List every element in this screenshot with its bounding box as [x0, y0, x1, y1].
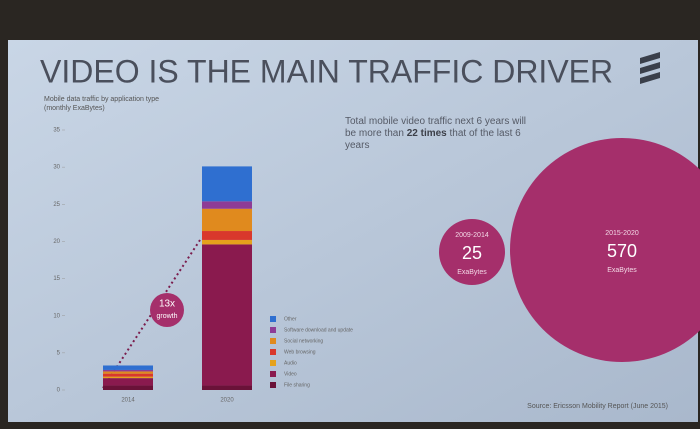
x-tick-label: 2020 [220, 398, 234, 404]
x-tick-label: 2014 [121, 398, 135, 404]
bubble [510, 138, 700, 362]
callout: Total mobile video traffic next 6 years … [345, 116, 535, 152]
legend-swatch [270, 327, 276, 333]
bar-segment [103, 365, 153, 370]
y-label: Mobile data traffic by application type [44, 96, 159, 103]
legend-label: Audio [284, 360, 297, 366]
legend-label: File sharing [284, 382, 310, 388]
legend-swatch [270, 371, 276, 377]
y-label: (monthly ExaBytes) [44, 105, 105, 112]
bubble-value: 25 [462, 243, 482, 263]
y-tick-label: 20 [53, 239, 60, 245]
legend-swatch [270, 316, 276, 322]
bar-segment [202, 231, 252, 240]
y-tick-label: 15 [53, 276, 60, 282]
legend-label: Social networking [284, 338, 323, 344]
bubble-period: 2009-2014 [455, 232, 489, 239]
bar-segment [103, 378, 153, 386]
source: Source: Ericsson Mobility Report (June 2… [527, 403, 668, 410]
bubble-unit: ExaBytes [457, 269, 487, 276]
bar-segment [103, 369, 153, 372]
legend-swatch [270, 360, 276, 366]
growth-label: growth [156, 313, 177, 320]
bar-segment [202, 385, 252, 390]
legend-label: Video [284, 371, 297, 377]
callout-text: Total mobile video traffic next 6 years … [345, 116, 527, 139]
bar-segment [202, 208, 252, 232]
bar-segment [202, 244, 252, 386]
legend-swatch [270, 382, 276, 388]
bar-segment [202, 239, 252, 245]
y-tick-label: 0 [57, 388, 61, 394]
bar-segment [103, 385, 153, 390]
legend-label: Other [284, 316, 297, 322]
legend-swatch [270, 349, 276, 355]
callout-text: that of the last 6 years [345, 128, 521, 151]
bubble-value: 570 [607, 241, 637, 261]
bar-segment [202, 201, 252, 209]
bar-segment [103, 371, 153, 374]
y-tick-label: 30 [53, 165, 60, 171]
title: VIDEO IS THE MAIN TRAFFIC DRIVER [40, 53, 613, 89]
y-tick-label: 10 [53, 313, 60, 319]
legend-label: Software download and update [284, 327, 353, 333]
bar-segment [103, 376, 153, 379]
legend-swatch [270, 338, 276, 344]
bubble-period: 2015-2020 [605, 230, 639, 237]
bubble-unit: ExaBytes [607, 267, 637, 274]
y-tick-label: 35 [53, 128, 60, 134]
y-tick-label: 5 [57, 350, 61, 356]
callout-emphasis: 22 times [406, 128, 447, 139]
logo [640, 52, 660, 84]
growth-label: 13x [159, 299, 175, 310]
y-tick-label: 25 [53, 202, 60, 208]
bar-segment [202, 166, 252, 202]
legend-label: Web browsing [284, 349, 316, 355]
growth-badge [150, 293, 184, 327]
bar-segment [103, 373, 153, 377]
bubble [439, 219, 505, 285]
